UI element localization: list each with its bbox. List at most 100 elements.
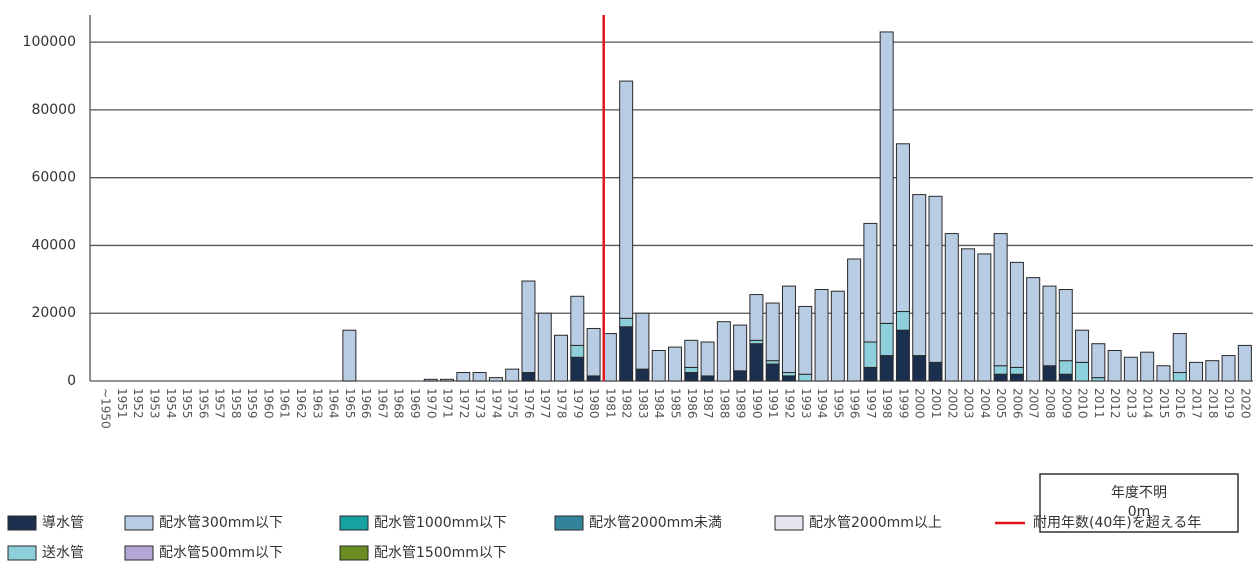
bar-segment — [619, 80, 634, 319]
bar-segment — [977, 253, 992, 382]
bar-segment — [521, 372, 536, 382]
x-tick-label: 1952 — [131, 388, 145, 419]
y-tick-label: 80000 — [31, 102, 76, 118]
bar-segment — [781, 375, 796, 382]
bar-segment — [668, 346, 682, 382]
bar-segment — [1009, 366, 1024, 375]
bar-segment — [895, 143, 910, 313]
bar-segment — [1237, 344, 1252, 382]
bar-segment — [1075, 329, 1090, 363]
bar-segment — [602, 333, 617, 382]
x-tick-label: 2004 — [978, 388, 992, 419]
bar-segment — [749, 294, 764, 341]
x-tick-label: 1975 — [506, 388, 520, 419]
bar-segment — [1026, 277, 1041, 382]
bar-segment — [635, 368, 650, 382]
x-tick-label: 1970 — [424, 388, 438, 419]
bar-segment — [456, 372, 471, 382]
legend-swatch — [7, 515, 37, 531]
x-tick-label: 1978 — [555, 388, 569, 419]
bar-segment — [1140, 351, 1155, 382]
y-tick-label: 20000 — [31, 305, 76, 321]
bar-segment — [749, 339, 764, 345]
bar-segment — [570, 344, 585, 358]
y-tick-label: 40000 — [31, 237, 76, 253]
bar-segment — [863, 341, 878, 368]
legend-label: 導水管 — [42, 515, 84, 531]
bar-segment — [993, 233, 1008, 367]
x-tick-label: 1994 — [815, 388, 829, 419]
x-tick-label: 1955 — [180, 388, 194, 419]
x-tick-label: 1993 — [799, 388, 813, 419]
x-tick-label: 1957 — [213, 388, 227, 419]
x-tick-label: 1988 — [717, 388, 731, 419]
y-tick-label: 0 — [67, 373, 76, 389]
x-tick-label: 1963 — [310, 388, 324, 419]
legend-label: 配水管2000mm以上 — [809, 515, 942, 531]
bar-segment — [488, 377, 503, 382]
bar-segment — [1009, 373, 1024, 382]
bar-segment — [895, 329, 910, 382]
x-tick-label: 1996 — [848, 388, 862, 419]
x-tick-label: 2001 — [929, 388, 943, 419]
bar-segment — [651, 350, 666, 382]
x-tick-label: ~1950 — [99, 388, 113, 429]
legend-label: 配水管2000mm未満 — [589, 515, 722, 531]
x-tick-label: 1968 — [392, 388, 406, 419]
x-tick-label: 1985 — [669, 388, 683, 419]
x-tick-label: 1990 — [750, 388, 764, 419]
bar-segment — [993, 373, 1008, 382]
x-tick-label: 1983 — [636, 388, 650, 419]
bar-segment — [684, 366, 699, 374]
bar-segment — [928, 361, 943, 382]
legend-swatch — [124, 515, 154, 531]
x-tick-label: 1989 — [734, 388, 748, 419]
x-tick-label: 1951 — [115, 388, 129, 419]
x-tick-label: 1958 — [229, 388, 243, 419]
bar-segment — [781, 285, 796, 374]
y-tick-label: 60000 — [31, 170, 76, 186]
bar-segment — [1075, 361, 1090, 382]
x-tick-label: 2016 — [1173, 388, 1187, 419]
x-tick-label: 2019 — [1222, 388, 1236, 419]
legend-label: 配水管1000mm以下 — [374, 515, 507, 531]
bar-segment — [505, 368, 520, 382]
bar-segment — [1042, 365, 1057, 382]
bar-segment — [570, 356, 585, 382]
x-tick-label: 1998 — [880, 388, 894, 419]
bar-segment — [472, 372, 487, 382]
bar-segment — [749, 343, 764, 382]
x-tick-label: 1959 — [245, 388, 259, 419]
y-tick-label: 100000 — [23, 34, 76, 50]
x-tick-label: 1961 — [278, 388, 292, 419]
x-tick-label: 2015 — [1157, 388, 1171, 419]
bar-segment — [961, 248, 976, 382]
legend-swatch — [339, 545, 369, 561]
x-tick-label: 2013 — [1124, 388, 1138, 419]
legend-swatch — [554, 515, 584, 531]
bar-segment — [554, 334, 569, 382]
legend-label: 送水管 — [42, 545, 84, 561]
x-tick-label: 1971 — [441, 388, 455, 419]
bar-segment — [798, 305, 813, 375]
x-tick-label: 2014 — [1141, 388, 1155, 419]
legend-swatch — [7, 545, 37, 561]
x-tick-label: 2008 — [1043, 388, 1057, 419]
x-tick-label: 1969 — [408, 388, 422, 419]
bar-segment — [1189, 361, 1204, 382]
x-tick-label: 1981 — [603, 388, 617, 419]
bar-segment — [1156, 365, 1171, 382]
bar-segment — [765, 302, 780, 362]
bar-segment — [1058, 360, 1073, 375]
bar-segment — [781, 372, 796, 377]
x-tick-label: 1976 — [522, 388, 536, 419]
x-tick-label: 2020 — [1238, 388, 1252, 419]
annotation-box — [1039, 473, 1239, 533]
bar-segment — [895, 311, 910, 331]
x-tick-label: 1995 — [831, 388, 845, 419]
bar-segment — [1172, 372, 1187, 382]
legend-swatch — [339, 515, 369, 531]
bar-segment — [684, 372, 699, 382]
bar-segment — [1009, 261, 1024, 368]
